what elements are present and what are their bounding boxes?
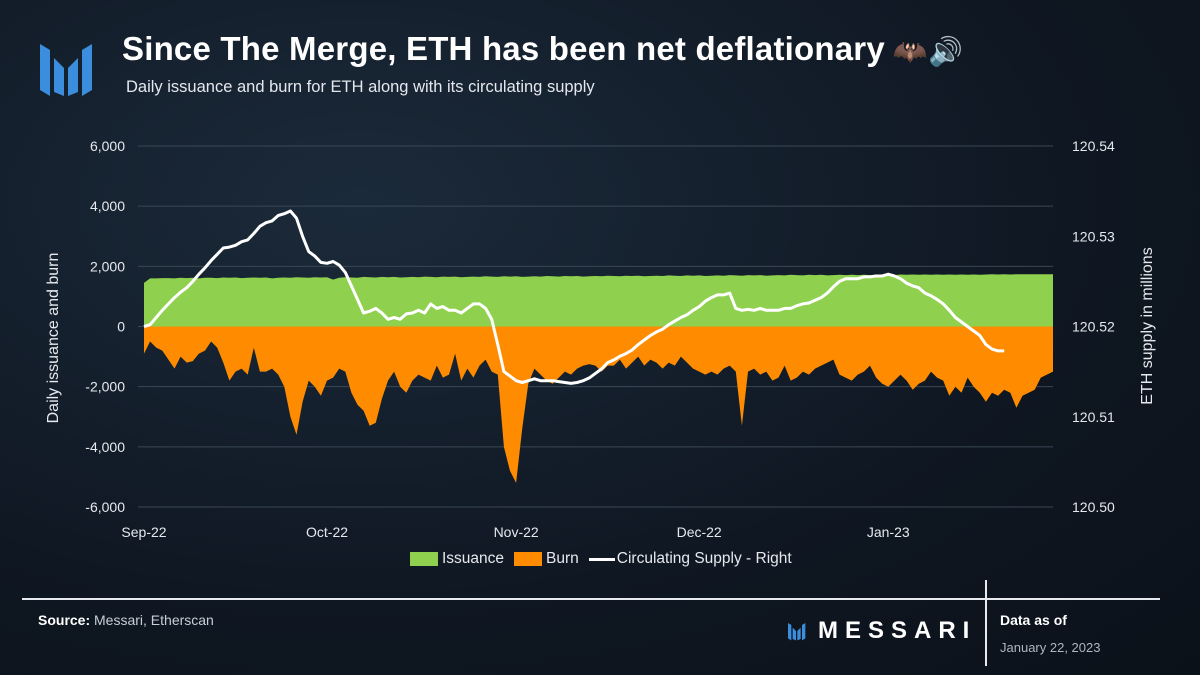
issuance-swatch bbox=[410, 552, 438, 566]
legend-supply-label: Circulating Supply - Right bbox=[616, 550, 792, 567]
data-as-of-date: January 22, 2023 bbox=[1000, 640, 1101, 655]
burn-area bbox=[144, 326, 1053, 483]
left-tick-label: 0 bbox=[117, 319, 125, 335]
circulating-supply-line bbox=[143, 209, 1005, 385]
brand-name: MESSARI bbox=[818, 617, 977, 644]
footer-divider bbox=[22, 598, 1160, 600]
legend-issuance-label: Issuance bbox=[442, 550, 505, 567]
left-tick-label: -6,000 bbox=[85, 499, 125, 515]
x-tick-label: Nov-22 bbox=[494, 524, 539, 540]
right-tick-label: 120.51 bbox=[1072, 409, 1115, 425]
right-tick-label: 120.50 bbox=[1072, 499, 1115, 515]
data-as-of-label: Data as of bbox=[1000, 612, 1067, 628]
left-axis-ticks: 6,000 4,000 2,000 0 -2,000 -4,000 -6,000 bbox=[85, 138, 125, 515]
x-axis-ticks: Sep-22 Oct-22 Nov-22 Dec-22 Jan-23 bbox=[121, 524, 909, 540]
issuance-area bbox=[144, 274, 1053, 327]
left-axis-title: Daily issuance and burn bbox=[45, 253, 62, 424]
right-tick-label: 120.53 bbox=[1072, 228, 1115, 244]
chart-legend: Issuance Burn Circulating Supply - Right bbox=[410, 550, 802, 568]
right-tick-label: 120.54 bbox=[1072, 138, 1115, 154]
x-tick-label: Dec-22 bbox=[677, 524, 722, 540]
right-axis-ticks: 120.54 120.53 120.52 120.51 120.50 bbox=[1072, 138, 1115, 515]
source-note: Source: Messari, Etherscan bbox=[38, 612, 214, 628]
right-axis-title: ETH supply in millions bbox=[1139, 247, 1156, 404]
left-tick-label: 4,000 bbox=[90, 198, 125, 214]
x-tick-label: Jan-23 bbox=[867, 524, 910, 540]
page-title: Since The Merge, ETH has been net deflat… bbox=[122, 30, 964, 68]
messari-logo-icon bbox=[40, 44, 92, 96]
legend-issuance: Issuance bbox=[410, 550, 504, 568]
left-tick-label: 6,000 bbox=[90, 138, 125, 154]
legend-burn: Burn bbox=[514, 550, 579, 568]
right-tick-label: 120.52 bbox=[1072, 319, 1115, 335]
burn-swatch bbox=[514, 552, 543, 566]
x-tick-label: Oct-22 bbox=[306, 524, 348, 540]
x-tick-label: Sep-22 bbox=[121, 524, 166, 540]
eth-issuance-burn-chart: 6,000 4,000 2,000 0 -2,000 -4,000 -6,000 120.5… bbox=[45, 138, 1156, 540]
left-tick-label: -2,000 bbox=[85, 379, 125, 395]
page-subtitle: Daily issuance and burn for ETH along wi… bbox=[126, 78, 595, 96]
messari-small-logo-icon bbox=[788, 623, 806, 641]
brand-wordmark: MESSARI bbox=[786, 617, 976, 645]
bat-speaker-emoji: 🦇🔊 bbox=[892, 34, 964, 68]
footer-vertical-divider bbox=[985, 580, 987, 666]
left-tick-label: -4,000 bbox=[85, 439, 125, 455]
left-tick-label: 2,000 bbox=[90, 258, 125, 274]
legend-burn-label: Burn bbox=[546, 550, 579, 567]
supply-swatch bbox=[588, 557, 615, 561]
legend-supply: Circulating Supply - Right bbox=[588, 550, 792, 568]
